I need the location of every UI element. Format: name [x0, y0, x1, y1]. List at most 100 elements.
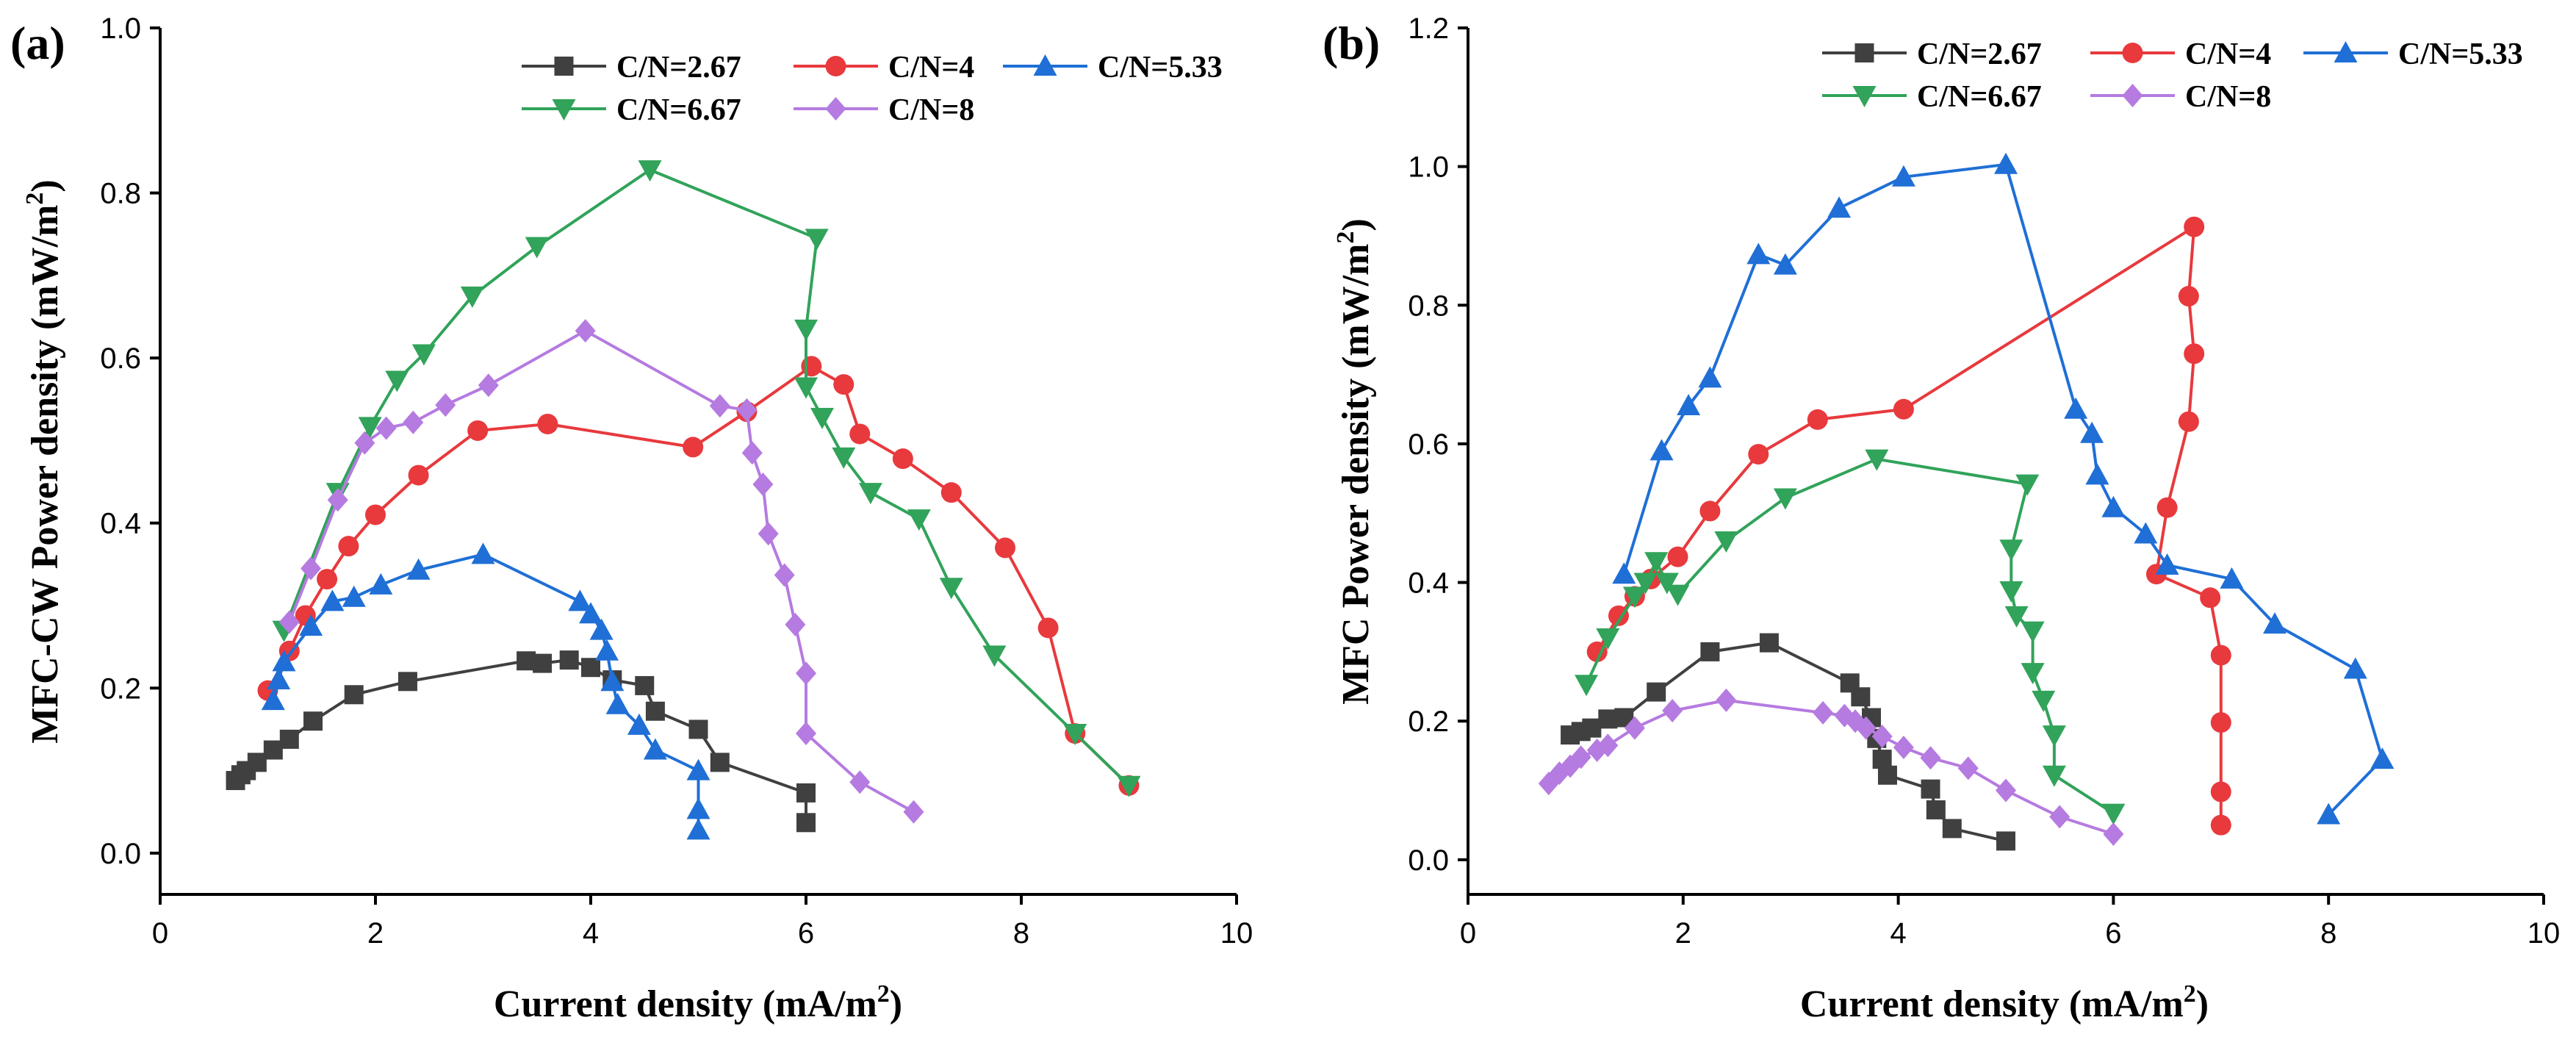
data-point	[517, 651, 536, 671]
legend-label: C/N=2.67	[1917, 37, 2042, 71]
legend-label: C/N=4	[888, 51, 974, 85]
data-point	[709, 394, 730, 418]
data-point	[605, 692, 630, 714]
y-tick-label: 0.6	[100, 342, 141, 375]
legend-marker	[2122, 43, 2143, 63]
data-point	[408, 464, 429, 486]
data-point	[1612, 562, 1636, 584]
data-point	[2032, 690, 2056, 712]
data-point	[643, 738, 667, 760]
data-point	[1647, 682, 1666, 702]
data-point	[794, 319, 818, 341]
y-tick-label: 0.8	[100, 178, 141, 210]
data-point	[2263, 612, 2287, 634]
data-point	[627, 713, 651, 735]
data-point	[2015, 474, 2040, 496]
data-point	[2080, 421, 2104, 443]
legend-marker	[1854, 43, 1874, 62]
data-point	[435, 393, 456, 417]
series-line	[271, 553, 700, 830]
data-point	[1570, 745, 1591, 769]
data-point	[478, 373, 499, 398]
data-point	[785, 612, 806, 636]
data-point	[2103, 822, 2124, 846]
data-point	[1773, 488, 1797, 510]
data-point	[2155, 553, 2179, 575]
series-c-n-6-67	[1575, 449, 2126, 825]
data-point	[796, 722, 816, 746]
data-point	[2220, 567, 2244, 589]
data-point	[589, 618, 614, 640]
legend-marker	[825, 56, 846, 76]
data-point	[2134, 522, 2158, 544]
data-point	[2101, 495, 2126, 517]
data-point	[833, 374, 855, 395]
data-point	[358, 417, 382, 439]
data-point	[1644, 552, 1669, 574]
data-point	[1063, 724, 1087, 746]
x-tick-label: 10	[2528, 917, 2561, 950]
data-point	[686, 797, 710, 819]
data-point	[344, 685, 364, 705]
data-point	[2156, 497, 2178, 518]
data-point	[939, 578, 963, 600]
y-tick-label: 0.2	[100, 672, 141, 705]
series-line	[1622, 162, 2384, 816]
data-point	[261, 689, 285, 711]
data-point	[2317, 803, 2341, 825]
x-tick-label: 4	[1890, 917, 1906, 950]
data-point	[1624, 716, 1645, 740]
y-tick-label: 0.2	[1408, 706, 1449, 738]
data-point	[2343, 657, 2367, 679]
panel-label: (a)	[10, 17, 65, 69]
data-point	[686, 758, 710, 780]
legend-label: C/N=8	[888, 93, 974, 127]
data-point	[467, 420, 489, 441]
data-point	[1655, 573, 1679, 595]
data-point	[1999, 539, 2023, 561]
data-point	[2004, 606, 2029, 628]
data-point	[537, 413, 558, 434]
panel-a: 0 2 4 6 8 10 0.0 0.2 0.4 0.6 0.8 1.0 (a) Current dens…	[10, 12, 1253, 1025]
y-tick-label: 0.8	[1408, 290, 1449, 322]
data-point	[774, 563, 795, 587]
x-tick-label: 8	[2320, 917, 2336, 950]
data-point	[688, 719, 708, 739]
x-tick-label: 6	[798, 917, 814, 950]
legend-label: C/N=6.67	[1917, 80, 2042, 114]
data-point	[320, 589, 345, 611]
data-point	[575, 319, 596, 343]
data-point	[1662, 699, 1683, 723]
data-point	[2049, 805, 2070, 829]
data-point	[2184, 216, 2205, 237]
data-point	[375, 416, 397, 440]
data-point	[1633, 573, 1658, 595]
data-point	[796, 783, 816, 803]
legend-marker	[2334, 41, 2358, 62]
data-point	[594, 639, 619, 661]
data-point	[1698, 366, 1722, 388]
x-tick-label: 8	[1013, 917, 1029, 950]
series-line	[234, 658, 807, 823]
legend-marker	[1852, 86, 1877, 107]
y-tick-label: 0.0	[100, 838, 141, 870]
y-tick-label: 0.6	[1408, 428, 1449, 461]
data-point	[892, 448, 913, 470]
data-point	[1877, 765, 1897, 785]
legend-marker	[554, 57, 574, 76]
data-point	[1921, 779, 1940, 799]
data-point	[1999, 581, 2023, 603]
series-c-n-8	[278, 319, 924, 824]
data-point	[1872, 750, 1892, 769]
data-point	[1598, 709, 1618, 729]
data-point	[1667, 546, 1688, 567]
data-point	[369, 573, 393, 595]
data-point	[1677, 394, 1701, 416]
y-tick-label: 0.4	[100, 508, 141, 540]
data-point	[683, 437, 704, 458]
data-point	[796, 661, 816, 686]
data-point	[796, 813, 816, 833]
data-point	[810, 407, 834, 429]
data-point	[710, 753, 730, 772]
data-point	[2370, 747, 2395, 769]
